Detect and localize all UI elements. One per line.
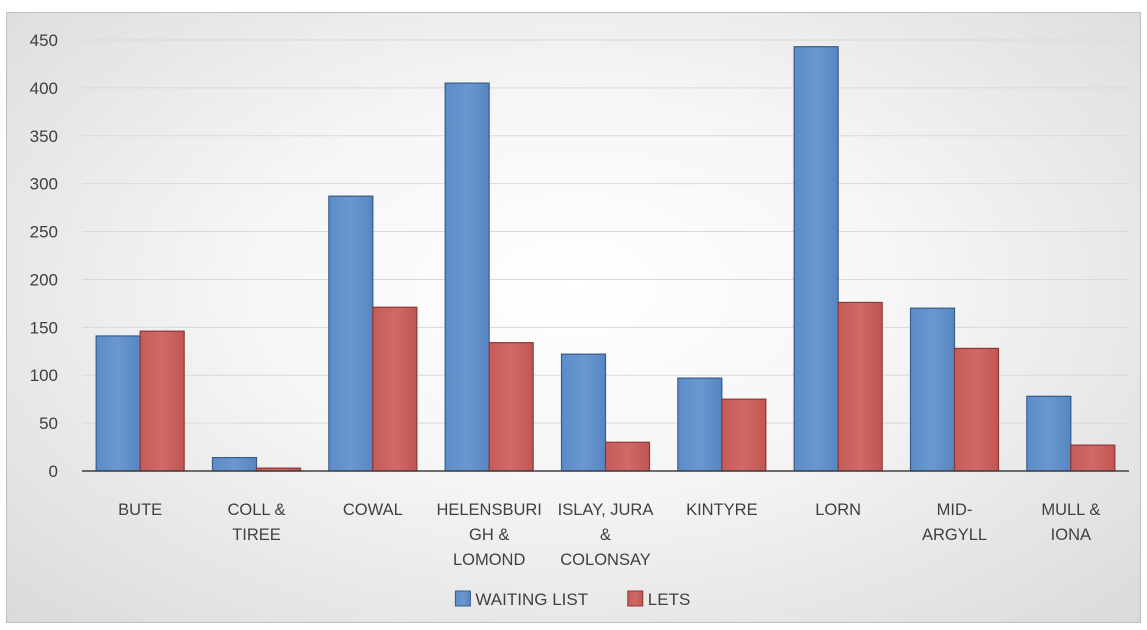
bar-lets (1070, 444, 1116, 472)
y-tick-label: 250 (30, 223, 58, 242)
x-tick-label: BUTE (118, 501, 162, 519)
bar-lets (488, 342, 534, 472)
bar-lets (139, 330, 185, 472)
y-axis: 0 50 100 150 200 250 300 350 400 450 (30, 31, 58, 481)
y-tick-label: 150 (30, 318, 58, 337)
x-tick-label: KINTYRE (686, 501, 758, 519)
bar-waiting-list (1026, 395, 1072, 472)
bar-lets (953, 347, 1000, 472)
x-tick-label: MULL & IONA (1041, 501, 1100, 544)
y-tick-label: 350 (30, 127, 58, 146)
bar-waiting-list (328, 195, 374, 472)
bars (95, 46, 1116, 472)
bar-lets (372, 306, 418, 472)
bar-lets (604, 441, 651, 472)
x-tick-label: MID-ARGYLL (922, 501, 987, 544)
bar-waiting-list (444, 82, 490, 472)
x-tick-label: HELENSBURI GH & LOMOND (436, 501, 541, 569)
bar-waiting-list (793, 46, 839, 472)
legend-label-lets: LETS (648, 590, 691, 609)
x-tick-label: COWAL (343, 501, 403, 519)
legend-swatch-lets (627, 590, 644, 607)
bar-waiting-list (560, 353, 607, 472)
x-tick-label: ISLAY, JURA & COLONSAY (558, 501, 654, 569)
y-tick-label: 450 (30, 31, 58, 50)
category-labels: BUTE COLL & TIREE COWAL HELENSBURI GH & LOMOND… (118, 501, 1100, 569)
bar-waiting-list (909, 307, 956, 472)
y-tick-label: 0 (49, 462, 58, 481)
bar-waiting-list (95, 335, 141, 472)
bar-lets (721, 398, 767, 472)
x-tick-label: LORN (815, 501, 861, 519)
y-tick-label: 300 (30, 175, 58, 194)
legend-label-waiting-list: WAITING LIST (475, 590, 588, 609)
y-tick-label: 200 (30, 270, 58, 289)
bar-lets (837, 301, 883, 472)
x-tick-label: COLL & TIREE (227, 501, 285, 544)
bar-waiting-list (677, 377, 723, 472)
y-tick-label: 400 (30, 79, 58, 98)
legend-swatch-waiting-list (454, 590, 471, 607)
legend: WAITING LIST LETS (454, 590, 691, 609)
y-tick-label: 50 (39, 414, 58, 433)
y-tick-label: 100 (30, 366, 58, 385)
bar-waiting-list (211, 456, 258, 472)
